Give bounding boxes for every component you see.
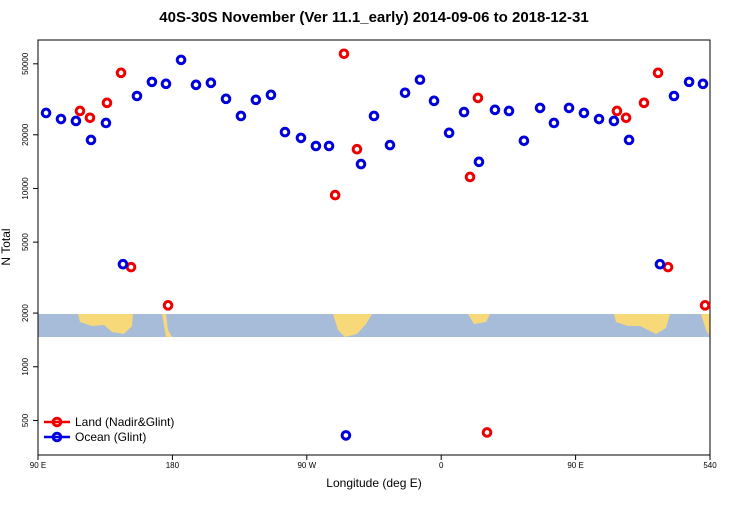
legend-label: Ocean (Glint) (75, 430, 146, 444)
point (162, 300, 174, 311)
point (428, 95, 440, 107)
point (503, 105, 515, 117)
y-axis-label: N Total (0, 228, 13, 265)
point (472, 92, 484, 104)
point (70, 115, 82, 127)
x-tick-label: 180 (166, 461, 180, 470)
legend-label: Land (Nadir&Glint) (75, 415, 174, 429)
point (563, 102, 575, 114)
point (683, 76, 695, 88)
point (518, 135, 530, 147)
chart-title: 40S-30S November (Ver 11.1_early) 2014-0… (159, 9, 588, 26)
legend-marker (51, 431, 63, 443)
y-tick-label: 5000 (21, 233, 30, 251)
point (85, 134, 97, 146)
point (220, 93, 232, 105)
point (464, 171, 476, 183)
point (611, 105, 623, 117)
point (323, 140, 335, 152)
point (279, 126, 291, 138)
point (351, 143, 363, 155)
point (338, 48, 350, 60)
point (250, 94, 262, 106)
point (473, 156, 485, 168)
point (205, 77, 217, 89)
y-tick-label: 10000 (21, 177, 30, 200)
point (443, 127, 455, 139)
legend-marker (51, 416, 63, 428)
point (40, 107, 52, 119)
x-tick-label: 0 (439, 461, 444, 470)
x-tick-label: 90 W (297, 461, 316, 470)
point (55, 113, 67, 125)
point (697, 78, 709, 90)
y-tick-label: 2000 (21, 304, 30, 322)
point (593, 113, 605, 125)
point (668, 90, 680, 102)
point (652, 67, 664, 79)
point (74, 105, 86, 117)
x-tick-label: 90 E (30, 461, 46, 470)
point (489, 104, 501, 116)
point (481, 427, 493, 438)
point (608, 115, 620, 127)
point (662, 261, 674, 273)
x-tick-label: 90 E (567, 461, 583, 470)
point (355, 158, 367, 170)
point (125, 261, 137, 273)
y-tick-label: 1000 (21, 357, 30, 375)
point (414, 74, 426, 86)
point (100, 117, 112, 129)
y-tick-label: 20000 (21, 123, 30, 146)
point (310, 140, 322, 152)
point (117, 258, 129, 270)
point (548, 117, 560, 129)
point (638, 97, 650, 109)
point (534, 102, 546, 114)
point (384, 139, 396, 151)
y-tick-label: 50000 (21, 52, 30, 75)
x-tick-label: 540 (703, 461, 717, 470)
point (84, 112, 96, 124)
point (160, 78, 172, 90)
point (699, 300, 711, 311)
point (235, 110, 247, 122)
point (146, 76, 158, 88)
point (578, 107, 590, 119)
point (115, 67, 127, 79)
point (295, 132, 307, 144)
plot-frame (37, 39, 711, 456)
x-axis-label: Longitude (deg E) (326, 476, 421, 490)
point (399, 87, 411, 99)
point (654, 258, 666, 270)
point (368, 110, 380, 122)
point (620, 112, 632, 124)
point (329, 189, 341, 201)
point (101, 97, 113, 109)
point (131, 90, 143, 102)
point (458, 106, 470, 118)
y-tick-label: 500 (21, 413, 30, 427)
point (265, 89, 277, 101)
point (190, 79, 202, 91)
point (623, 134, 635, 146)
point (175, 54, 187, 66)
point (340, 430, 352, 441)
map-strip (38, 314, 710, 337)
